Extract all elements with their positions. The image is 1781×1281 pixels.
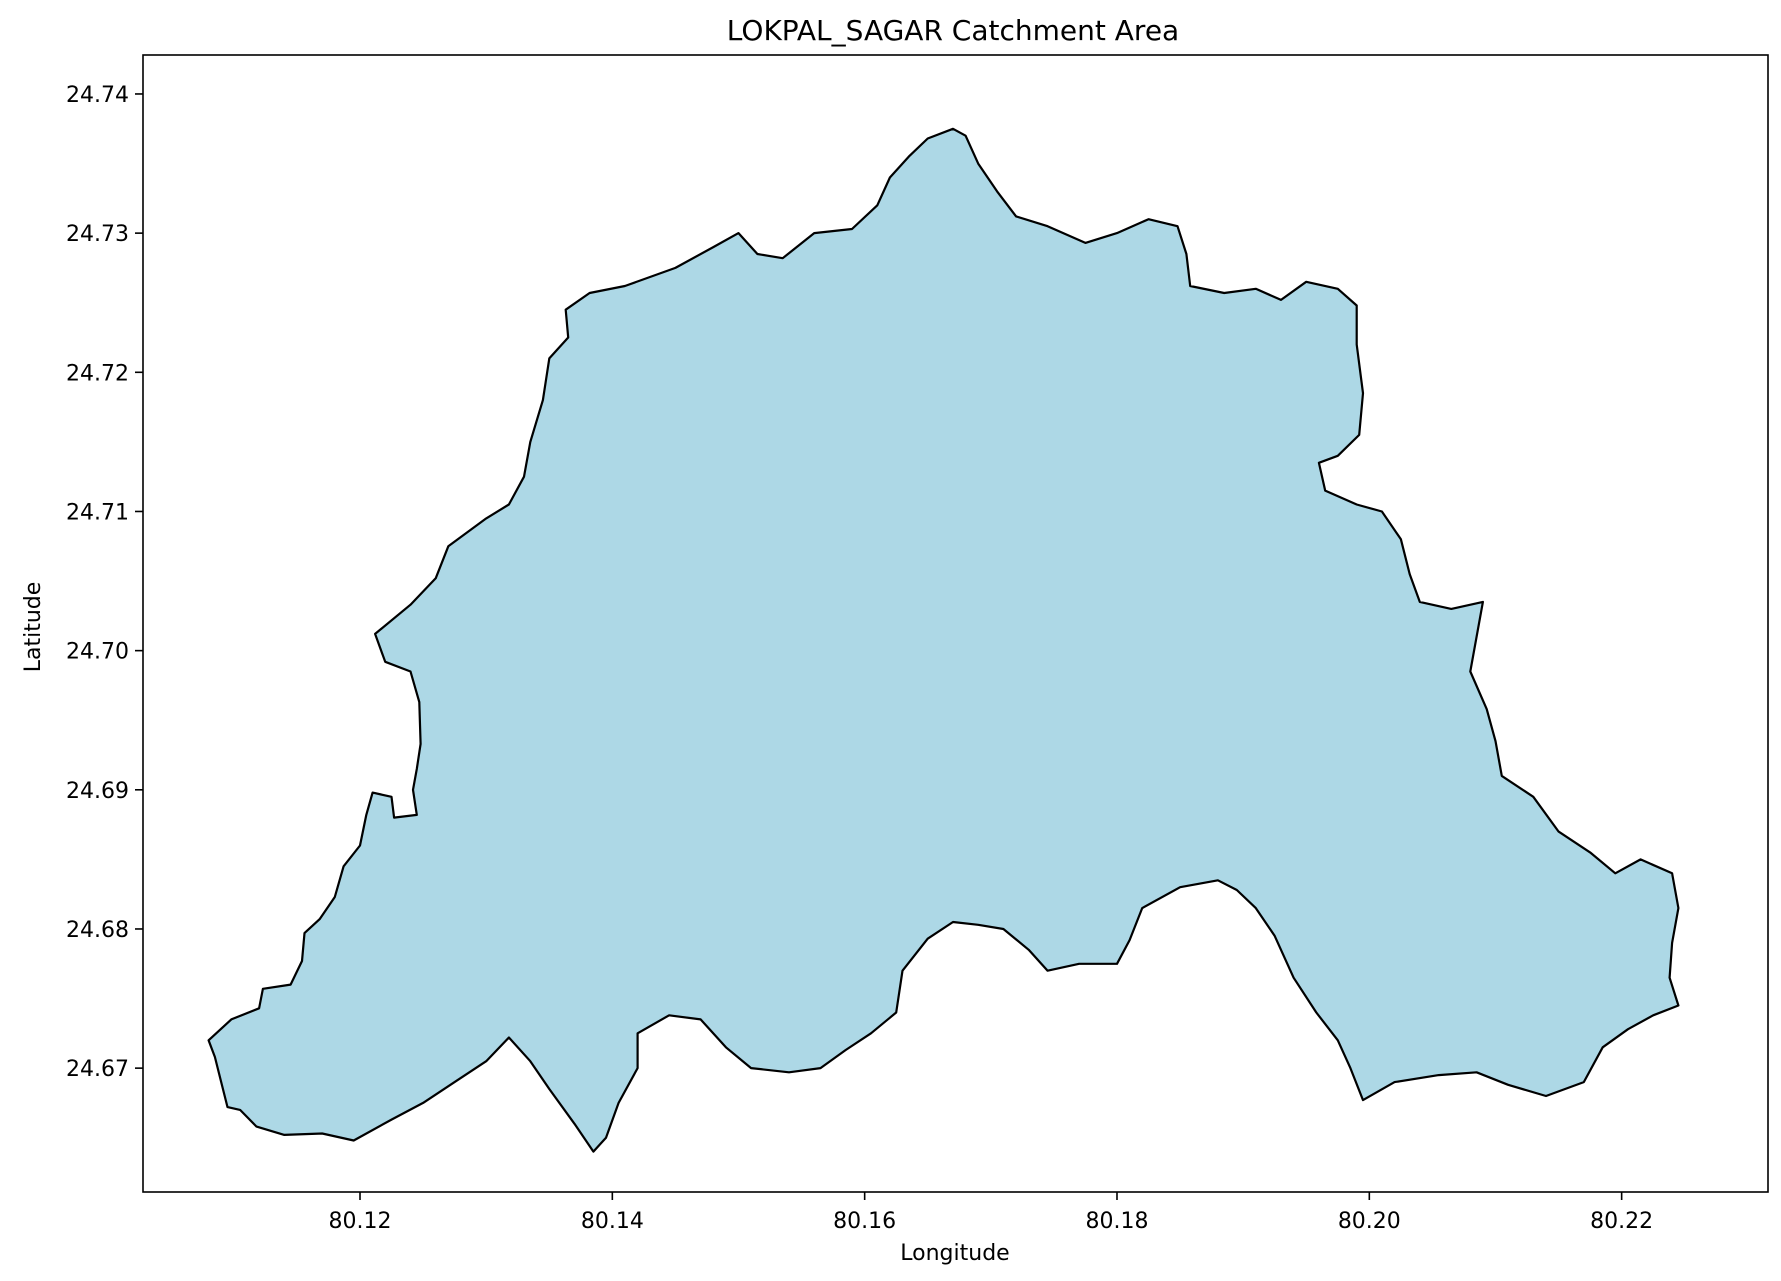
x-tick-label: 80.16: [833, 1209, 896, 1234]
x-axis-ticks: 80.12 80.14 80.16 80.18 80.20 80.22: [329, 1192, 1653, 1234]
y-tick-label: 24.73: [66, 222, 129, 247]
x-tick-label: 80.18: [1085, 1209, 1148, 1234]
x-tick-label: 80.12: [329, 1209, 392, 1234]
catchment-polygon: [207, 127, 1680, 1153]
y-axis-ticks: 24.67 24.68 24.69 24.70 24.71 24.72 24.73 24.74: [66, 83, 143, 1082]
y-tick-label: 24.70: [66, 640, 129, 665]
x-axis-label: Longitude: [900, 1241, 1009, 1266]
y-tick-label: 24.71: [66, 500, 129, 525]
y-tick-label: 24.68: [66, 918, 129, 943]
x-tick-label: 80.22: [1590, 1209, 1653, 1234]
chart-title: LOKPAL_SAGAR Catchment Area: [727, 14, 1179, 47]
plot-frame: [142, 54, 1769, 1193]
y-tick-label: 24.74: [66, 83, 129, 108]
y-tick-label: 24.67: [66, 1057, 129, 1082]
y-tick-label: 24.72: [66, 361, 129, 386]
y-axis-label: Latitude: [21, 582, 46, 673]
x-tick-label: 80.20: [1338, 1209, 1401, 1234]
x-tick-label: 80.14: [581, 1209, 644, 1234]
y-tick-label: 24.69: [66, 779, 129, 804]
